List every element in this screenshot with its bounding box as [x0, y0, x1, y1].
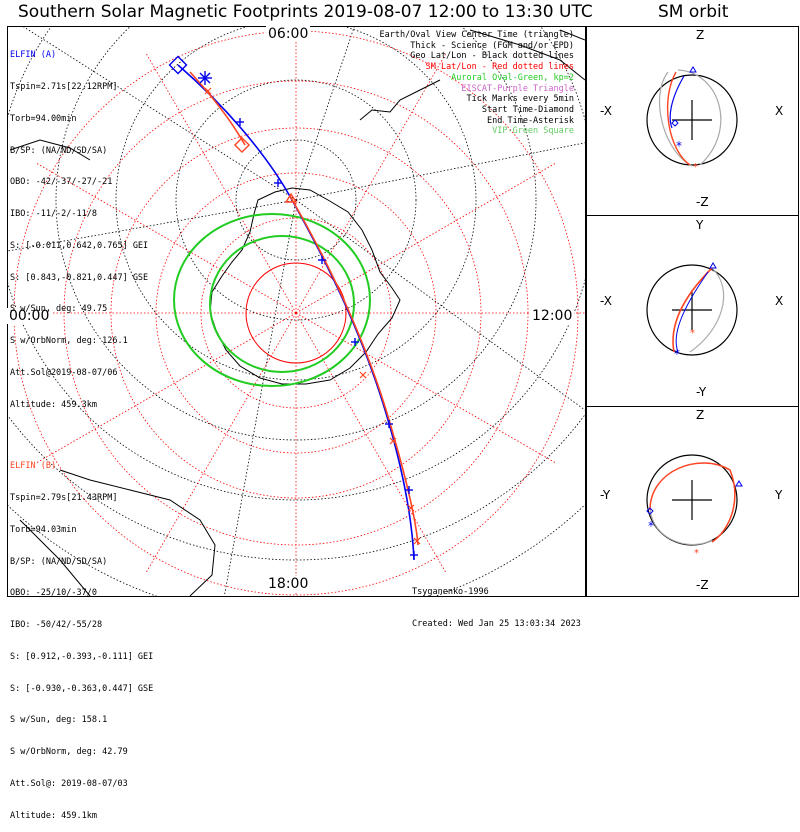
orbit-xy-left-label: -X: [600, 294, 612, 308]
clock-label-right: 12:00: [530, 308, 575, 324]
polar-map: [8, 27, 585, 596]
page-title: Southern Solar Magnetic Footprints 2019-…: [18, 2, 593, 22]
coast-ne: [469, 29, 585, 81]
clock-label-left: 00:00: [7, 308, 52, 324]
legend-entry: Earth/Oval View Center Time (triangle): [379, 30, 574, 40]
elfin-a-line: Att.Sol@2019-08-07/06: [10, 368, 118, 378]
orbit-yz-left-label: -Y: [600, 488, 611, 502]
elfin-b-start-diamond: [233, 136, 251, 154]
auroral-oval-inner: [209, 235, 355, 373]
elfin-b-line: B/SP: (NA/ND/SD/SA): [10, 556, 108, 567]
elfin-b-line: IBO: -50/42/-55/28: [10, 620, 103, 631]
orbit-panel-xy: * *: [646, 262, 738, 361]
legend-entry: SM Lat/Lon - Red dotted lines: [425, 62, 574, 73]
svg-text:*: *: [694, 548, 699, 559]
credit: Tsyganenko-1996 Created: Wed Jan 25 13:0…: [412, 566, 581, 640]
legend-entry: Thick - Science (FGM and/or EPD): [410, 40, 574, 51]
elfin-a-line: S w/OrbNorm, deg: 126.1: [10, 336, 128, 347]
elfin-a-info: ELFIN (A) Tspin=2.71s[22.12RPM] Torb=94.…: [10, 29, 148, 421]
elfin-b-line: S w/Sun, deg: 158.1: [10, 715, 108, 726]
elfin-a-line: S: [0.843,-0.821,0.447] GSE: [10, 272, 149, 283]
svg-text:*: *: [674, 347, 680, 361]
svg-text:*: *: [690, 328, 695, 339]
elfin-a-line: Tspin=2.71s[22.12RPM]: [10, 81, 118, 92]
orbit-frame: [586, 26, 799, 597]
elfin-a-line: S w/Sun, deg: 49.75: [10, 304, 108, 315]
elfin-b-ticks: [204, 87, 421, 545]
legend-entry: Tick Marks every 5min: [466, 94, 574, 105]
elfin-a-line: Torb=94.00min: [10, 113, 77, 124]
sm-lon-line: [145, 312, 297, 574]
elfin-b-line: S: [-0.930,-0.363,0.447] GSE: [10, 683, 154, 694]
orbit-xy-right-label: X: [775, 294, 784, 308]
clock-label-bottom: 18:00: [266, 576, 311, 592]
orbit-xy-bottom-label: -Y: [696, 385, 707, 399]
svg-text:*: *: [648, 519, 654, 533]
legend-entry: VIP-Green Square: [492, 126, 574, 137]
coast-sw: [59, 469, 216, 596]
orbit-panel-title: SM orbit: [658, 2, 729, 22]
elfin-a-ticks: [236, 118, 418, 559]
coast-sw2: [19, 519, 91, 596]
svg-text:*: *: [693, 162, 698, 173]
elfin-b-line: S: [0.912,-0.393,-0.111] GEI: [10, 651, 154, 662]
sm-inner-circle: [245, 262, 347, 364]
geo-lat-lines: [8, 27, 585, 596]
elfin-b-track: [189, 71, 419, 546]
legend-entry: End Time-Asterisk: [487, 115, 574, 126]
orbit-xz-bottom-label: -Z: [696, 195, 709, 209]
sm-lon-line: [295, 162, 557, 314]
elfin-b-header: ELFIN (B): [10, 461, 57, 472]
coast-w: [9, 139, 91, 161]
sm-lon-line: [295, 312, 557, 464]
orbit-yz-right-label: Y: [775, 488, 783, 502]
elfin-a-line: B/SP: (NA/ND/SD/SA): [10, 145, 108, 156]
elfin-b-line: Altitude: 459.1km: [10, 810, 97, 821]
elfin-b-line: OBO: -25/10/-37/0: [10, 588, 97, 599]
legend-entry: Start Time-Diamond: [481, 104, 574, 115]
elfin-b-triangle: [284, 192, 298, 203]
elfin-b-line: Att.Sol@: 2019-08-07/03: [10, 779, 128, 789]
clock-label-top: 06:00: [266, 26, 311, 42]
orbit-xz-top-label: Z: [696, 28, 705, 42]
sm-lon-line: [295, 312, 447, 574]
svg-text:*: *: [676, 139, 682, 153]
orbit-xz-right-label: X: [775, 104, 784, 118]
elfin-b-info: ELFIN (B) Tspin=2.79s[21.43RPM] Torb=94.…: [10, 440, 153, 832]
orbit-yz-top-label: Z: [696, 408, 705, 422]
elfin-a-start-diamond: [168, 55, 188, 75]
elfin-a-asterisk: [198, 71, 212, 85]
auroral-oval: [173, 213, 371, 387]
elfin-b-line: S w/OrbNorm, deg: 42.79: [10, 747, 128, 758]
legend: Earth/Oval View Center Time (triangle) Th…: [380, 30, 574, 137]
sm-lon-line: [145, 52, 297, 314]
orbit-yz-bottom-label: -Z: [696, 578, 709, 592]
orbit-xz-left-label: -X: [600, 104, 612, 118]
elfin-b-line: Tspin=2.79s[21.43RPM]: [10, 492, 118, 503]
elfin-a-line: IBO: -11/-2/-11/8: [10, 209, 97, 220]
coast-n: [359, 79, 441, 121]
created-timestamp: Created: Wed Jan 25 13:03:34 2023: [412, 618, 581, 629]
elfin-b-line: Torb=94.03min: [10, 524, 77, 535]
legend-entry: Auroral Oval-Green, kp=2: [451, 72, 574, 83]
elfin-a-header: ELFIN (A): [10, 50, 57, 61]
orbit-panel-xz: * *: [646, 66, 738, 173]
elfin-a-line: Altitude: 459.3km: [10, 399, 97, 410]
model-name: Tsyganenko-1996: [412, 587, 489, 598]
legend-entry: EISCAT-Purple Triangle: [461, 83, 574, 94]
orbit-xy-top-label: Y: [696, 218, 704, 232]
elfin-a-line: OBO: -42/-37/-27/-21: [10, 177, 113, 188]
footprint-figure: * * * * * *: [7, 26, 799, 597]
orbit-panel-yz: * *: [646, 454, 743, 559]
elfin-a-line: S: [-0.011,0.642,0.765] GEI: [10, 240, 149, 251]
antarctica: [209, 187, 401, 385]
continents: [9, 29, 585, 596]
legend-entry: Geo Lat/Lon - Black dotted lines: [410, 51, 574, 62]
auroral-oval-outer: [173, 213, 371, 387]
